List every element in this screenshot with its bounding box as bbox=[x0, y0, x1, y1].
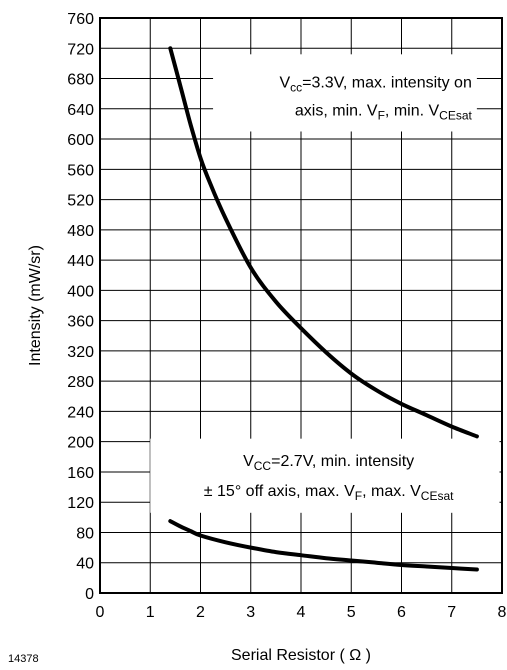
y-tick-label: 40 bbox=[76, 556, 94, 573]
annotation-line-1: Vcc=3.3V, max. intensity on bbox=[279, 75, 471, 95]
series-line-2 bbox=[168, 519, 479, 572]
y-tick-labels: 0 40 80 120 160 200 240 280 320 360 400 440 480 520 56… bbox=[67, 11, 94, 603]
annotation-vcc-3-3v: Vcc=3.3V, max. intensity on axis, min. V… bbox=[213, 54, 477, 132]
y-tick-label: 200 bbox=[67, 435, 94, 452]
annotation-vcc-2-7v: VCC=2.7V, min. intensity ± 15° off axis,… bbox=[150, 438, 500, 513]
annotation-line-1: VCC=2.7V, min. intensity bbox=[243, 453, 414, 473]
ann-subscript: CEsat bbox=[439, 109, 472, 123]
y-tick-label: 240 bbox=[67, 404, 94, 421]
series-line-1 bbox=[168, 46, 479, 439]
x-tick-label: 8 bbox=[498, 604, 507, 621]
y-tick-label: 320 bbox=[67, 344, 94, 361]
x-tick-label: 4 bbox=[297, 604, 306, 621]
y-tick-label: 560 bbox=[67, 162, 94, 179]
y-tick-label: 600 bbox=[67, 132, 94, 149]
ann-subscript: CC bbox=[254, 459, 272, 473]
x-tick-label: 6 bbox=[397, 604, 406, 621]
y-tick-label: 680 bbox=[67, 72, 94, 89]
y-tick-label: 640 bbox=[67, 102, 94, 119]
y-tick-label: 360 bbox=[67, 314, 94, 331]
y-tick-label: 520 bbox=[67, 193, 94, 210]
ann-subscript: CEsat bbox=[421, 489, 454, 503]
ann-subscript: F bbox=[355, 489, 362, 503]
plot-frame bbox=[99, 17, 503, 594]
series-layer bbox=[168, 46, 479, 572]
ann-text: ± 15° off axis, max. V bbox=[204, 483, 355, 500]
y-tick-label: 280 bbox=[67, 374, 94, 391]
ann-text: axis, min. V bbox=[295, 103, 378, 120]
x-tick-label: 3 bbox=[246, 604, 255, 621]
x-tick-labels: 0 1 2 3 4 5 6 7 8 bbox=[96, 604, 507, 621]
annotation-background bbox=[213, 54, 477, 132]
y-tick-label: 480 bbox=[67, 223, 94, 240]
x-tick-label: 1 bbox=[146, 604, 155, 621]
ann-subscript: cc bbox=[290, 81, 302, 95]
x-axis-title: Serial Resistor ( Ω ) bbox=[231, 647, 371, 664]
y-tick-label: 400 bbox=[67, 283, 94, 300]
annotation-line-2: ± 15° off axis, max. VF, max. VCEsat bbox=[204, 483, 454, 503]
ann-text: =2.7V, min. intensity bbox=[271, 453, 414, 470]
ann-text: , max. V bbox=[362, 483, 421, 500]
y-axis-title: Intensity (mW/sr) bbox=[27, 245, 44, 366]
x-tick-label: 5 bbox=[347, 604, 356, 621]
ann-text: =3.3V, max. intensity on bbox=[302, 75, 472, 92]
ann-subscript: F bbox=[378, 109, 385, 123]
x-tick-label: 2 bbox=[196, 604, 205, 621]
y-tick-label: 440 bbox=[67, 253, 94, 270]
annotation-line-2: axis, min. VF, min. VCEsat bbox=[295, 103, 473, 123]
y-tick-label: 160 bbox=[67, 465, 94, 482]
y-tick-label: 120 bbox=[67, 495, 94, 512]
y-tick-label: 80 bbox=[76, 525, 94, 542]
y-tick-label: 760 bbox=[67, 11, 94, 28]
x-tick-label: 0 bbox=[96, 604, 105, 621]
y-tick-label: 0 bbox=[85, 586, 94, 603]
ann-text: V bbox=[279, 75, 290, 92]
x-tick-label: 7 bbox=[447, 604, 456, 621]
figure-id: 14378 bbox=[8, 653, 39, 665]
annotation-background bbox=[150, 438, 500, 513]
ann-text: , min. V bbox=[385, 103, 440, 120]
y-tick-label: 720 bbox=[67, 41, 94, 58]
ann-text: V bbox=[243, 453, 254, 470]
